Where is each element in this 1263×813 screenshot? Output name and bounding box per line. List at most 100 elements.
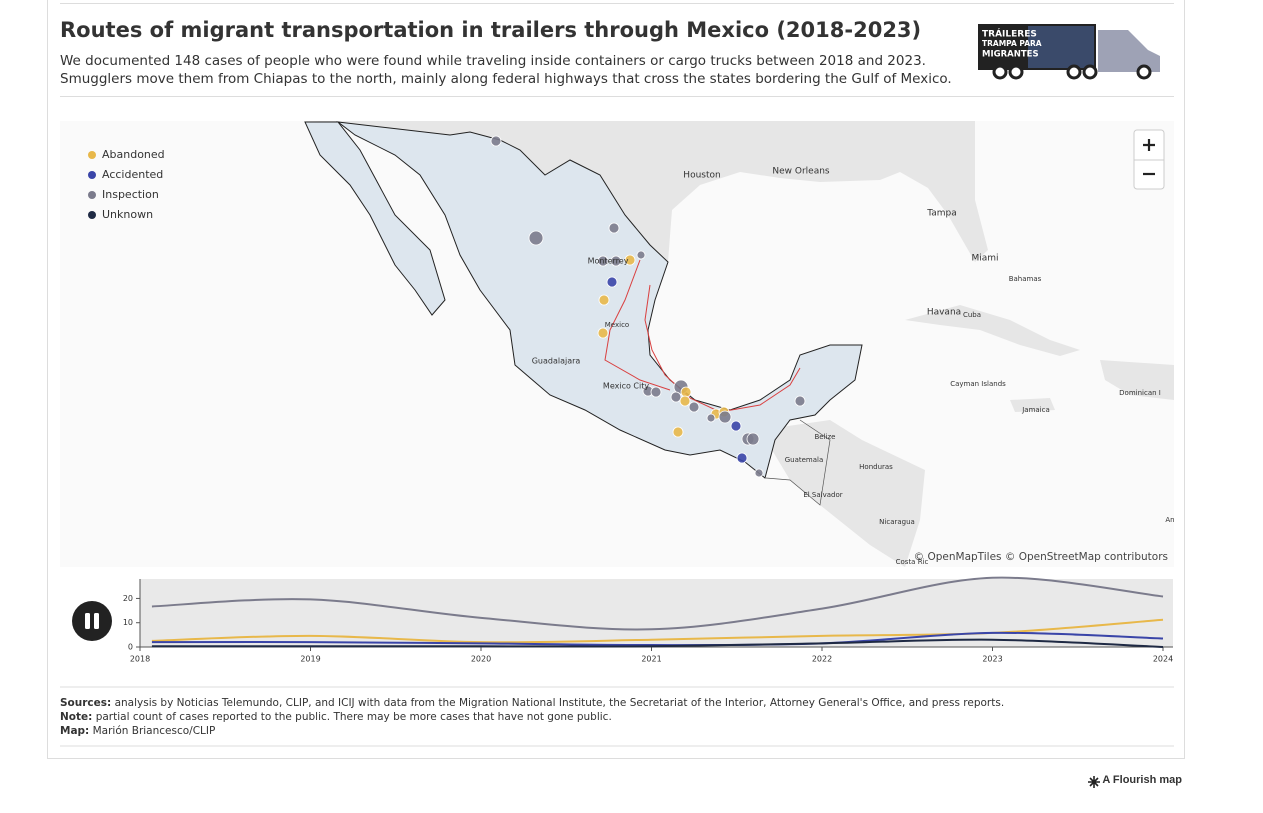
zoom-in[interactable] bbox=[1143, 139, 1155, 151]
map-label: Monterrey bbox=[588, 257, 629, 266]
branding[interactable]: A Flourish map bbox=[1102, 774, 1182, 786]
note-text: partial count of cases reported to the p… bbox=[95, 711, 612, 723]
image-text: MIGRANTES bbox=[982, 50, 1039, 60]
sources: Sources: analysis by Noticias Telemundo,… bbox=[60, 696, 1004, 710]
trailer-photo bbox=[1028, 26, 1094, 68]
x-tick-label: 2023 bbox=[982, 655, 1002, 664]
case-point bbox=[624, 254, 636, 266]
case-point bbox=[650, 386, 662, 398]
header-image: TRÁILERES TRAMPA PARA MIGRANTES bbox=[978, 24, 1160, 80]
x-tick-label: 2018 bbox=[130, 655, 150, 664]
case-point bbox=[672, 426, 684, 438]
case-point bbox=[670, 391, 682, 403]
sources-label: Sources: bbox=[60, 697, 112, 709]
series-line bbox=[151, 576, 1164, 631]
map-label: Mexico City bbox=[603, 382, 649, 391]
route bbox=[644, 284, 801, 413]
map-label: Havana bbox=[927, 308, 961, 318]
case-point bbox=[746, 432, 760, 446]
map-label: Houston bbox=[683, 171, 720, 181]
map-label: Cuba bbox=[963, 311, 981, 319]
pause-circle[interactable] bbox=[72, 601, 112, 641]
attribution: © OpenMapTiles © OpenStreetMap contribut… bbox=[914, 551, 1168, 563]
usa bbox=[303, 121, 988, 262]
flourish-icon bbox=[1088, 776, 1100, 788]
case-point bbox=[597, 327, 609, 339]
case-point bbox=[706, 413, 716, 423]
legend-swatch bbox=[88, 171, 96, 179]
case-point bbox=[636, 250, 646, 260]
case-point bbox=[598, 294, 610, 306]
wheels bbox=[992, 64, 1152, 80]
y-tick-label: 0 bbox=[128, 643, 133, 652]
y-tick-label: 20 bbox=[123, 594, 133, 603]
map-label: Costa Ric bbox=[896, 558, 929, 566]
note: Note: partial count of cases reported to… bbox=[60, 710, 1004, 724]
map-label: Miami bbox=[971, 254, 998, 264]
legend-swatch bbox=[88, 211, 96, 219]
border bbox=[765, 419, 831, 506]
map-label: Map: bbox=[60, 725, 90, 737]
case-point bbox=[736, 452, 748, 464]
x-tick-label: 2022 bbox=[812, 655, 832, 664]
case-point bbox=[610, 255, 622, 267]
x-tick-label: 2019 bbox=[300, 655, 320, 664]
map-label: Bahamas bbox=[1009, 275, 1042, 283]
legend-swatch bbox=[88, 191, 96, 199]
case-point bbox=[608, 222, 620, 234]
map-label: Dominican I bbox=[1119, 389, 1161, 397]
jamaica bbox=[1010, 398, 1055, 412]
central-america bbox=[760, 420, 925, 567]
case-point bbox=[688, 401, 700, 413]
baja-california bbox=[304, 121, 446, 316]
hispaniola bbox=[1100, 360, 1174, 400]
map-label: Guadalajara bbox=[532, 357, 581, 366]
footer: Sources: analysis by Noticias Telemundo,… bbox=[60, 696, 1004, 738]
pause-bar bbox=[85, 613, 90, 629]
card bbox=[47, 0, 1185, 759]
case-point bbox=[730, 420, 742, 432]
image-text: TRAMPA PARA bbox=[982, 39, 1042, 48]
pause-bar bbox=[94, 613, 99, 629]
cuba bbox=[905, 305, 1080, 356]
map-label: El Salvador bbox=[803, 491, 842, 499]
map-label: Cayman Islands bbox=[950, 380, 1006, 388]
y-tick-label: 10 bbox=[123, 618, 133, 627]
legend-swatch bbox=[88, 151, 96, 159]
map-label: Jamaica bbox=[1021, 406, 1050, 414]
case-point bbox=[794, 395, 806, 407]
legend-label: Inspection bbox=[102, 188, 159, 201]
map-label: An bbox=[1165, 516, 1174, 524]
pause-button[interactable] bbox=[72, 601, 112, 641]
legend-label: Abandoned bbox=[102, 148, 165, 161]
case-point bbox=[679, 395, 691, 407]
case-point bbox=[680, 386, 692, 398]
map-label: Nicaragua bbox=[879, 518, 915, 526]
series-line bbox=[151, 638, 1164, 648]
series-line bbox=[151, 631, 1164, 647]
x-tick-label: 2020 bbox=[471, 655, 491, 664]
note-label: Note: bbox=[60, 711, 93, 723]
case-point bbox=[597, 255, 609, 267]
legend-label: Unknown bbox=[102, 208, 153, 221]
case-point bbox=[754, 468, 764, 478]
zoom-controls[interactable] bbox=[1133, 129, 1165, 190]
cab bbox=[1098, 30, 1160, 72]
image-text: TRÁILERES bbox=[982, 28, 1037, 40]
map-credit: Map: Marión Briancesco/CLIP bbox=[60, 724, 1004, 738]
map-label: Mexico bbox=[605, 321, 629, 329]
x-tick-label: 2024 bbox=[1153, 655, 1173, 664]
x-tick-label: 2021 bbox=[641, 655, 661, 664]
title: Routes of migrant transportation in trai… bbox=[60, 18, 922, 42]
divider bbox=[60, 96, 1174, 97]
map-label: Tampa bbox=[926, 209, 957, 219]
map-label: New Orleans bbox=[772, 167, 830, 177]
map-label: Honduras bbox=[859, 463, 893, 471]
map-text: Marión Briancesco/CLIP bbox=[92, 725, 216, 737]
sources-text: analysis by Noticias Telemundo, CLIP, an… bbox=[114, 697, 1005, 709]
route bbox=[604, 259, 671, 391]
case-point bbox=[490, 135, 502, 147]
case-point bbox=[718, 410, 732, 424]
